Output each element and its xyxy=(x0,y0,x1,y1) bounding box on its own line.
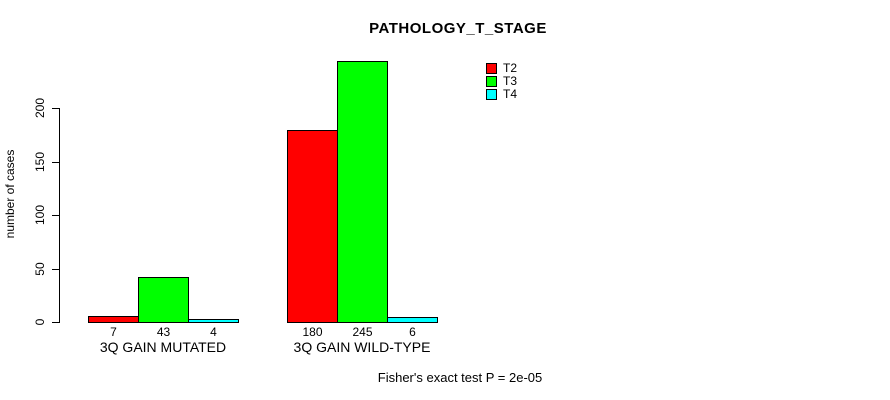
legend-label: T3 xyxy=(503,74,518,88)
bar-t3-2 xyxy=(337,61,388,323)
y-tick-mark xyxy=(52,269,59,270)
y-tick-mark xyxy=(52,215,59,216)
y-tick-mark xyxy=(52,108,59,109)
legend-swatch-t4 xyxy=(486,89,497,100)
bar-t4-2 xyxy=(387,317,438,323)
legend-label: T4 xyxy=(503,87,518,101)
y-axis-line xyxy=(59,108,60,323)
y-tick-mark xyxy=(52,162,59,163)
y-tick-label: 150 xyxy=(33,151,47,173)
x-category-label: 3Q GAIN WILD-TYPE xyxy=(293,339,431,355)
stat-annotation: Fisher's exact test P = 2e-05 xyxy=(377,370,543,385)
y-tick-label: 100 xyxy=(33,204,47,226)
legend-swatch-t3 xyxy=(486,76,497,87)
y-tick-mark xyxy=(52,322,59,323)
legend-item-t4: T4 xyxy=(486,87,518,101)
y-tick-label: 0 xyxy=(33,318,47,326)
bar-value-label: 245 xyxy=(352,325,373,339)
legend: T2 T3 T4 xyxy=(486,61,518,102)
legend-label: T2 xyxy=(503,61,518,75)
bar-t2-2 xyxy=(287,130,338,323)
bar-value-label: 7 xyxy=(110,325,117,339)
x-category-label: 3Q GAIN MUTATED xyxy=(99,339,227,355)
bar-value-label: 180 xyxy=(302,325,323,339)
legend-swatch-t2 xyxy=(486,63,497,74)
bar-value-label: 4 xyxy=(210,325,217,339)
y-tick-label: 50 xyxy=(33,262,47,276)
y-axis-title: number of cases xyxy=(3,149,17,239)
bar-t3-1 xyxy=(138,277,189,323)
legend-item-t2: T2 xyxy=(486,61,518,75)
legend-item-t3: T3 xyxy=(486,74,518,88)
bar-value-label: 43 xyxy=(156,325,171,339)
chart-title: PATHOLOGY_T_STAGE xyxy=(369,20,547,37)
bar-t2-1 xyxy=(88,316,139,323)
bar-t4-1 xyxy=(188,319,239,323)
bar-value-label: 6 xyxy=(409,325,416,339)
y-tick-label: 200 xyxy=(33,97,47,119)
